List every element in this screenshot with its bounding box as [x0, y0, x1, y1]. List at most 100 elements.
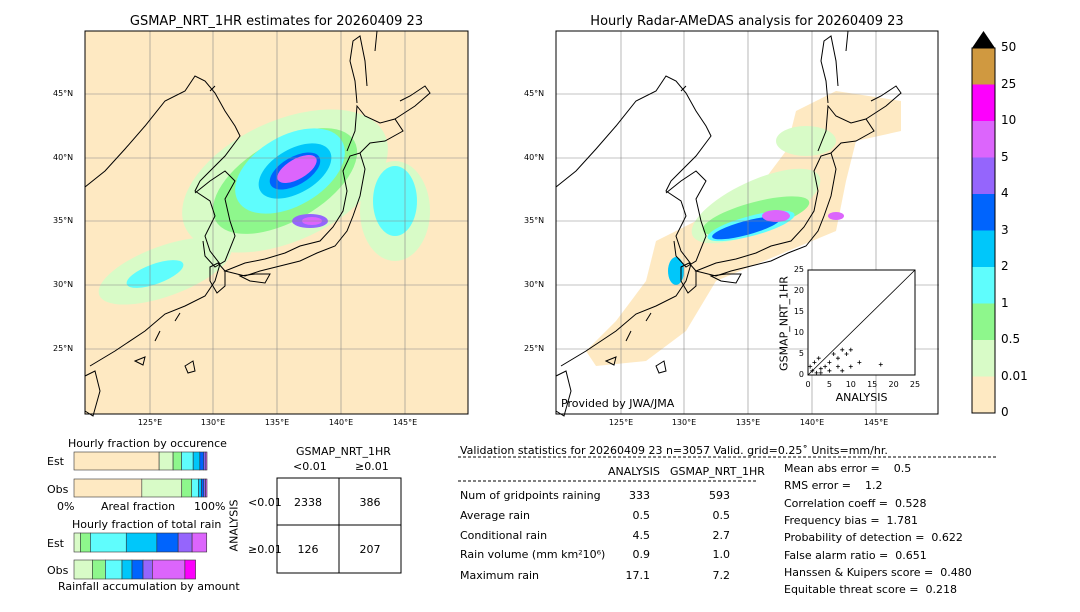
contingency-col1: <0.01: [293, 460, 327, 473]
scatter-ytick: 0: [798, 370, 804, 379]
colorbar-label: 4: [1001, 186, 1009, 200]
scatter-point: [848, 364, 853, 369]
lon-tick-label: 125°E: [608, 418, 634, 427]
stats-analysis-value: 4.5: [632, 529, 651, 542]
lon-tick-label: 135°E: [264, 418, 290, 427]
stats-score: Probability of detection = 0.622: [784, 531, 963, 545]
lon-tick-label: 130°E: [200, 418, 226, 427]
colorbar-label: 3: [1001, 222, 1009, 237]
fraction-segment: [121, 559, 133, 580]
fraction-segment: [90, 532, 127, 553]
left-precip: [98, 109, 430, 305]
stats-row-label: Rain volume (mm km²10⁶): [460, 548, 606, 561]
cell-tp: 207: [359, 543, 381, 556]
total-rain-title: Hourly fraction of total rain: [72, 518, 222, 531]
scatter-inset: [807, 269, 916, 376]
scatter-point: [818, 370, 823, 375]
lat-tick-label: 45°N: [524, 89, 545, 98]
fraction-segment: [172, 451, 182, 471]
lat-tick-label: 35°N: [53, 216, 74, 225]
fraction-segment: [184, 559, 196, 580]
stats-score: Equitable threat score = 0.218: [784, 583, 957, 597]
lat-tick-label: 45°N: [53, 89, 74, 98]
cell-fp: 386: [359, 496, 381, 509]
stats-score: RMS error = 1.2: [784, 479, 883, 493]
stats-row-label: Average rain: [460, 509, 530, 522]
scatter-point: [835, 364, 840, 369]
scatter-ytick: 20: [793, 286, 804, 295]
lon-tick-label: 145°E: [863, 418, 889, 427]
fraction-segment: [80, 532, 91, 553]
colorbar-segment: [972, 230, 995, 267]
occ-xmax: 100%: [194, 500, 226, 513]
colorbar: [971, 31, 996, 414]
lat-tick-label: 30°N: [524, 280, 545, 289]
contingency-row1: <0.01: [248, 496, 282, 509]
fraction-segment: [191, 478, 199, 498]
stats-col-analysis: ANALYSIS: [608, 465, 660, 478]
scatter-point: [878, 362, 883, 367]
one-to-one-line: [807, 269, 916, 376]
scatter-xlabel: ANALYSIS: [835, 391, 888, 404]
stats-gsmap-value: 1.0: [712, 548, 731, 561]
lon-tick-label: 130°E: [671, 418, 697, 427]
colorbar-segment: [972, 303, 995, 340]
stats-header: Validation statistics for 20260409 23 n=…: [460, 444, 888, 457]
lon-tick-label: 125°E: [137, 418, 163, 427]
scatter-point: [810, 368, 815, 373]
fraction-segment: [73, 451, 160, 471]
credit: Provided by JWA/JMA: [561, 397, 675, 410]
scatter-ylabel: GSMAP_NRT_1HR: [777, 276, 791, 371]
right-precip: [586, 91, 901, 366]
left-map-title: GSMAP_NRT_1HR estimates for 20260409 23: [129, 14, 424, 29]
fraction-segment: [92, 559, 106, 580]
fraction-segment: [198, 478, 202, 498]
fraction-segment: [181, 451, 194, 471]
fraction-segment: [181, 478, 193, 498]
scatter-ytick: 5: [798, 349, 804, 358]
scatter-point: [844, 352, 849, 356]
lat-tick-label: 25°N: [53, 344, 74, 353]
fraction-segment: [142, 559, 153, 580]
fraction-segment: [201, 478, 205, 498]
colorbar-label: 2: [1001, 259, 1009, 273]
fraction-segment: [73, 478, 143, 498]
stats-analysis-value: 0.9: [632, 548, 651, 561]
stats-analysis-value: 17.1: [625, 569, 651, 582]
contingency-ylabel: ANALYSIS: [227, 499, 241, 552]
scatter-point: [840, 347, 845, 352]
lat-tick-label: 40°N: [524, 153, 545, 162]
right-map-title: Hourly Radar-AMeDAS analysis for 2026040…: [590, 14, 904, 29]
occ-xmin: 0%: [57, 500, 75, 513]
scatter-point: [827, 368, 832, 373]
left-map: [84, 30, 469, 417]
fraction-segment: [152, 559, 186, 580]
colorbar-segment: [972, 84, 995, 121]
occurrence-title: Hourly fraction by occurence: [68, 437, 227, 450]
lat-tick-label: 25°N: [524, 344, 545, 353]
fraction-segment: [73, 559, 93, 580]
colorbar-segment: [972, 121, 995, 158]
fraction-segment: [158, 451, 174, 471]
stats-score: False alarm ratio = 0.651: [784, 548, 927, 562]
contingency-col2: ≥0.01: [355, 460, 389, 473]
colorbar-label: 10: [1001, 113, 1017, 127]
scatter-point: [835, 356, 840, 361]
stats-gsmap-value: 593: [709, 489, 730, 502]
stats-col-gsmap: GSMAP_NRT_1HR: [670, 465, 765, 478]
rain-obs-label: Obs: [47, 564, 69, 577]
scatter-xtick: 5: [826, 380, 832, 389]
fraction-segment: [205, 478, 208, 498]
occ-xlabel: Areal fraction: [101, 500, 176, 513]
lat-tick-label: 40°N: [53, 153, 74, 162]
colorbar-label: 0.01: [1001, 368, 1028, 383]
scatter-xtick: 25: [909, 380, 921, 389]
fraction-segment: [156, 532, 179, 553]
scatter-point: [808, 364, 813, 369]
lon-tick-label: 140°E: [799, 418, 825, 427]
stats-score: Hanssen & Kuipers score = 0.480: [784, 565, 972, 579]
fraction-bars: [73, 451, 208, 580]
fraction-segment: [177, 532, 193, 553]
